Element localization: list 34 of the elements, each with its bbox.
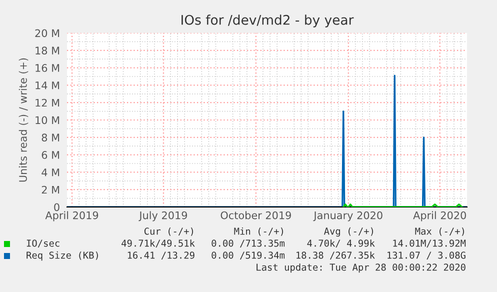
- legend-label: Req Size (KB): [26, 251, 98, 261]
- y-tick-label: 16 M: [36, 64, 60, 72]
- text: 14.01M/13.92M: [393, 240, 466, 248]
- text: 0.00 /713.35m: [212, 240, 285, 248]
- text: 18.38 /267.35k: [296, 251, 375, 260]
- y-tick-label: 10 M: [36, 116, 60, 124]
- y-tick-label: 14 M: [36, 82, 60, 90]
- text: 49.71k/49.51k: [122, 239, 195, 248]
- line-series: [67, 74, 467, 207]
- text: Max (-/+): [415, 227, 464, 236]
- legend-label: IO/sec: [26, 240, 60, 248]
- text: 131.07 / 3.08G: [388, 252, 466, 260]
- x-tick-label: April 2020: [413, 211, 466, 222]
- y-tick-label: 20 M: [35, 29, 60, 38]
- x-tick-label: January 2020: [313, 211, 382, 222]
- x-tick-label: July 2019: [138, 211, 188, 222]
- text: Cur (-/+): [144, 227, 194, 236]
- y-tick-label: 8 M: [42, 134, 60, 142]
- y-tick-label: 0: [54, 203, 60, 212]
- y-tick-label: 2 M: [42, 186, 60, 194]
- y-tick-label: 4 M: [42, 168, 60, 176]
- text: Min (-/+): [234, 227, 284, 236]
- text: 0.00 /519.34m: [212, 252, 285, 260]
- chart-title: IOs for /dev/md2 - by year: [182, 14, 354, 28]
- y-tick-label: 18 M: [36, 46, 60, 55]
- y-tick-label: 12 M: [36, 98, 60, 107]
- y-tick-label: 6 M: [42, 151, 60, 159]
- x-tick-label: April 2019: [45, 211, 98, 222]
- text: Avg (-/+): [324, 227, 374, 237]
- text: 16.41 /13.29: [128, 252, 194, 260]
- text: 4.70k/ 4.99k: [307, 239, 375, 248]
- x-tick-label: October 2019: [220, 211, 291, 220]
- y-axis-title: Units read (-) / write (+): [18, 58, 28, 182]
- text: Last update: Tue Apr 28 00:00:22 2020: [256, 263, 466, 273]
